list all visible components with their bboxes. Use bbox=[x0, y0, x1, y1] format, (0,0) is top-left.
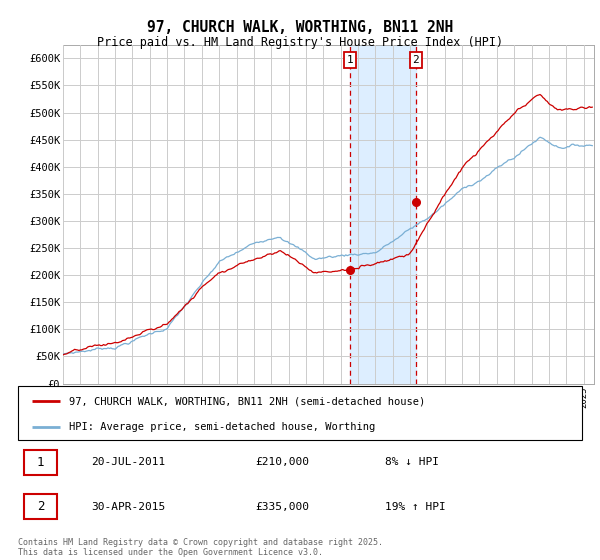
Text: 1: 1 bbox=[37, 456, 44, 469]
Text: 19% ↑ HPI: 19% ↑ HPI bbox=[385, 502, 445, 512]
Text: HPI: Average price, semi-detached house, Worthing: HPI: Average price, semi-detached house,… bbox=[69, 422, 375, 432]
Text: 97, CHURCH WALK, WORTHING, BN11 2NH: 97, CHURCH WALK, WORTHING, BN11 2NH bbox=[147, 20, 453, 35]
Text: 2: 2 bbox=[37, 501, 44, 514]
Text: 97, CHURCH WALK, WORTHING, BN11 2NH (semi-detached house): 97, CHURCH WALK, WORTHING, BN11 2NH (sem… bbox=[69, 396, 425, 407]
Text: 2: 2 bbox=[412, 55, 419, 65]
Text: 1: 1 bbox=[347, 55, 353, 65]
Bar bbox=[350, 45, 416, 384]
Text: 8% ↓ HPI: 8% ↓ HPI bbox=[385, 457, 439, 467]
FancyBboxPatch shape bbox=[23, 494, 58, 520]
Text: £210,000: £210,000 bbox=[255, 457, 309, 467]
Text: 30-APR-2015: 30-APR-2015 bbox=[91, 502, 166, 512]
Text: Price paid vs. HM Land Registry's House Price Index (HPI): Price paid vs. HM Land Registry's House … bbox=[97, 36, 503, 49]
Text: Contains HM Land Registry data © Crown copyright and database right 2025.
This d: Contains HM Land Registry data © Crown c… bbox=[18, 538, 383, 557]
FancyBboxPatch shape bbox=[23, 450, 58, 475]
Text: 20-JUL-2011: 20-JUL-2011 bbox=[91, 457, 166, 467]
Text: £335,000: £335,000 bbox=[255, 502, 309, 512]
FancyBboxPatch shape bbox=[18, 386, 582, 440]
